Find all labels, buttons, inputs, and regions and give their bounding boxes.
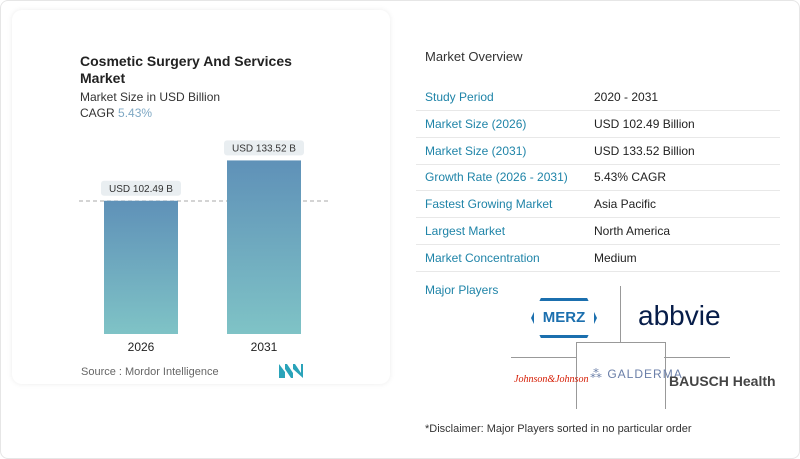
row-label: Market Size (2026): [425, 116, 527, 131]
disclaimer: *Disclaimer: Major Players sorted in no …: [425, 423, 692, 435]
overview-row: Study Period 2020 - 2031: [416, 84, 780, 111]
bar-2031: [227, 160, 301, 334]
mordor-logo-icon: [279, 364, 303, 378]
logo-jnj: Johnson&Johnson: [514, 374, 589, 385]
row-label: Market Size (2031): [425, 143, 527, 158]
chart-title: Cosmetic Surgery And Services Market: [80, 53, 292, 86]
chart-subtitle: Market Size in USD Billion: [80, 90, 221, 104]
logo-galderma: ⁂ GALDERMA: [590, 367, 683, 381]
overview-title: Market Overview: [425, 49, 523, 64]
overview-row: Fastest Growing Market Asia Pacific: [416, 191, 780, 219]
row-label: Fastest Growing Market: [425, 197, 553, 212]
overview-row: Market Size (2031) USD 133.52 Billion: [416, 138, 780, 165]
data-label-bg: [101, 180, 181, 196]
logo-box: [576, 342, 666, 409]
row-value: Medium: [594, 250, 637, 265]
source: Source : Mordor Intelligence: [81, 366, 219, 378]
cagr-label: CAGR: [80, 106, 115, 120]
overview-row: Growth Rate (2026 - 2031) 5.43% CAGR: [416, 164, 780, 192]
cagr: CAGR 5.43%: [80, 106, 152, 120]
data-label: USD 133.52 B: [232, 143, 296, 154]
row-label: Largest Market: [425, 224, 506, 238]
overview-row: Largest Market North America: [416, 218, 780, 245]
overview-row: Market Size (2026) USD 102.49 Billion: [416, 111, 780, 138]
data-label: USD 102.49 B: [109, 184, 173, 195]
row-label: Study Period: [425, 90, 494, 104]
row-label: Growth Rate (2026 - 2031): [425, 170, 568, 185]
logo-merz: MERZ: [531, 298, 597, 338]
overview-row: Market Concentration Medium: [416, 245, 780, 272]
row-value: USD 133.52 Billion: [594, 143, 695, 158]
bar-2026: [104, 200, 178, 334]
row-value: 2020 - 2031: [594, 90, 659, 104]
x-tick-label: 2031: [251, 340, 278, 354]
row-value: USD 102.49 Billion: [594, 116, 695, 131]
data-label-bg: [224, 140, 304, 156]
cagr-value: 5.43%: [118, 106, 153, 120]
row-value: North America: [594, 224, 671, 238]
logo-abbvie: abbvie: [638, 300, 721, 331]
major-players-title: Major Players: [425, 283, 499, 297]
row-label: Market Concentration: [425, 250, 540, 265]
x-tick-label: 2026: [128, 340, 155, 354]
bar-chart: USD 102.49 B 2026 USD 133.52 B 2031: [79, 140, 329, 354]
chart-card: [12, 10, 390, 384]
logo-bausch: BAUSCH Health: [669, 373, 776, 389]
row-value: 5.43% CAGR: [594, 170, 667, 185]
row-value: Asia Pacific: [594, 197, 657, 212]
